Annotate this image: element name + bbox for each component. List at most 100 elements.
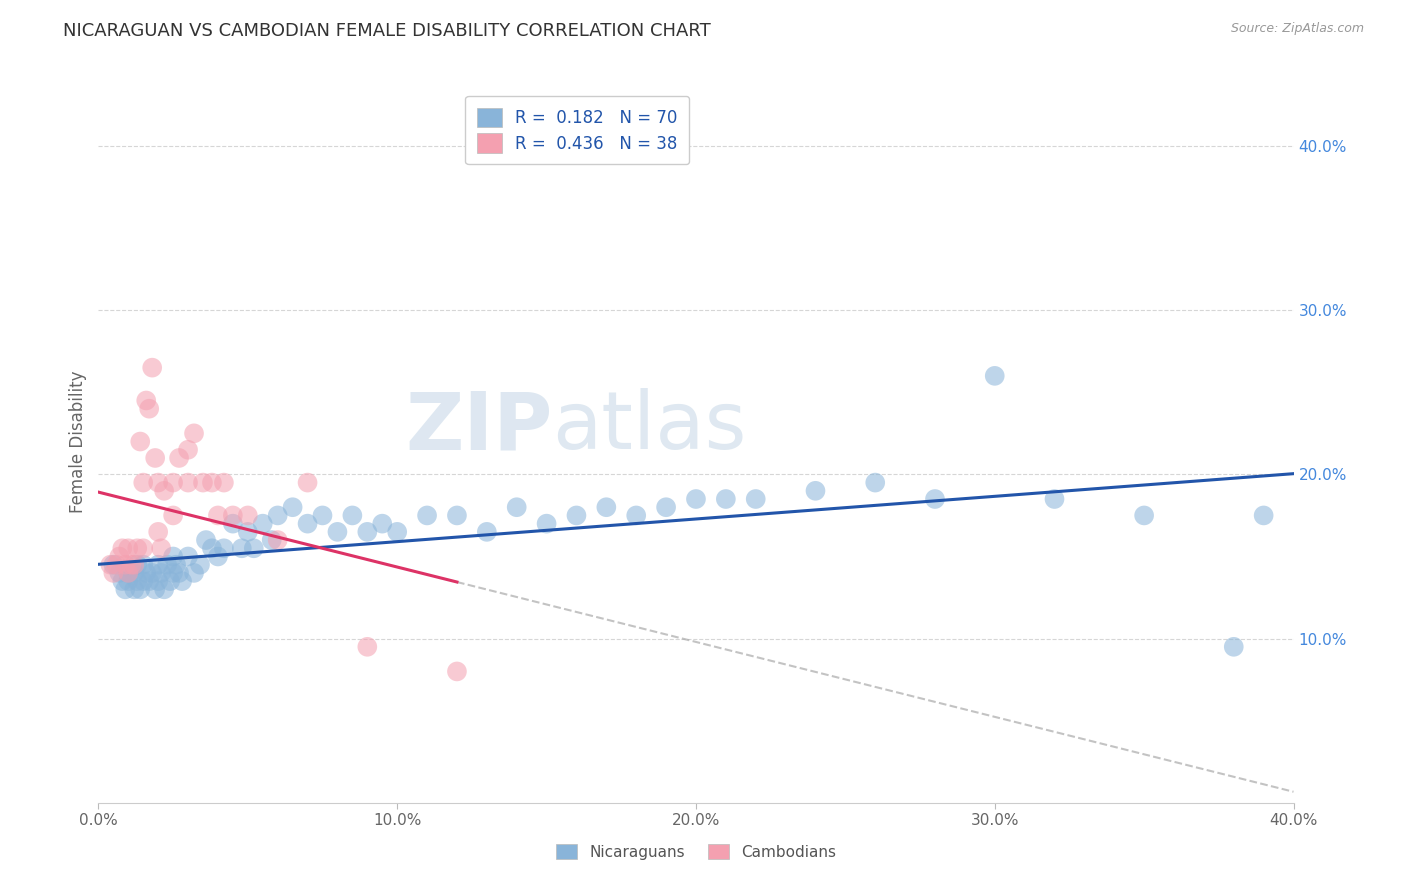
Point [148,574,170,588]
Point [1133,508,1156,523]
Point [165,558,187,572]
Point [117,566,139,580]
Point [120,558,142,572]
Point [129,434,152,449]
Point [177,442,200,457]
Point [595,500,617,515]
Point [924,491,946,506]
Point [714,491,737,506]
Point [103,558,125,572]
Point [685,491,707,506]
Point [141,566,163,580]
Text: NICARAGUAN VS CAMBODIAN FEMALE DISABILITY CORRELATION CHART: NICARAGUAN VS CAMBODIAN FEMALE DISABILIT… [63,22,711,40]
Point [105,558,128,572]
Point [385,524,409,539]
Point [153,582,176,597]
Text: Source: ZipAtlas.com: Source: ZipAtlas.com [1230,22,1364,36]
Text: atlas: atlas [553,388,747,467]
Point [416,508,439,523]
Point [1043,491,1066,506]
Point [183,566,205,580]
Point [201,541,224,556]
Point [124,558,146,572]
Point [148,524,170,539]
Point [141,360,163,375]
Point [162,508,184,523]
Point [356,640,378,654]
Point [172,574,194,588]
Point [183,426,205,441]
Point [117,541,139,556]
Point [111,574,134,588]
Point [267,508,290,523]
Point [162,566,184,580]
Point [177,475,200,490]
Point [804,483,827,498]
Point [231,541,253,556]
Point [236,508,259,523]
Point [212,475,235,490]
Text: ZIP: ZIP [405,388,553,467]
Point [446,508,468,523]
Point [207,549,229,564]
Point [127,558,149,572]
Point [243,541,266,556]
Point [143,450,166,465]
Point [745,491,768,506]
Point [114,558,136,572]
Point [626,508,648,523]
Point [148,475,170,490]
Point [212,541,235,556]
Point [129,582,152,597]
Point [260,533,283,547]
Point [167,566,190,580]
Y-axis label: Female Disability: Female Disability [69,370,87,513]
Point [195,533,218,547]
Point [159,574,181,588]
Point [267,533,290,547]
Point [222,516,245,531]
Point [153,483,176,498]
Point [167,450,190,465]
Point [252,516,274,531]
Point [148,558,170,572]
Point [297,475,319,490]
Point [984,368,1007,383]
Point [475,524,498,539]
Point [1253,508,1275,523]
Point [1223,640,1246,654]
Point [138,401,160,416]
Point [191,475,214,490]
Point [117,566,139,580]
Point [150,541,173,556]
Point [103,566,125,580]
Point [201,475,224,490]
Legend: Nicaraguans, Cambodians: Nicaraguans, Cambodians [548,836,844,867]
Point [281,500,304,515]
Point [865,475,887,490]
Point [150,566,173,580]
Point [117,574,139,588]
Point [135,566,157,580]
Point [297,516,319,531]
Point [143,582,166,597]
Point [236,524,259,539]
Point [326,524,349,539]
Point [446,665,468,679]
Point [222,508,245,523]
Point [127,541,149,556]
Point [124,566,146,580]
Point [156,558,179,572]
Point [108,549,131,564]
Point [177,549,200,564]
Point [114,582,136,597]
Point [356,524,378,539]
Point [132,541,155,556]
Point [655,500,678,515]
Point [207,508,229,523]
Point [371,516,394,531]
Point [162,475,184,490]
Point [108,566,131,580]
Point [124,582,146,597]
Point [565,508,588,523]
